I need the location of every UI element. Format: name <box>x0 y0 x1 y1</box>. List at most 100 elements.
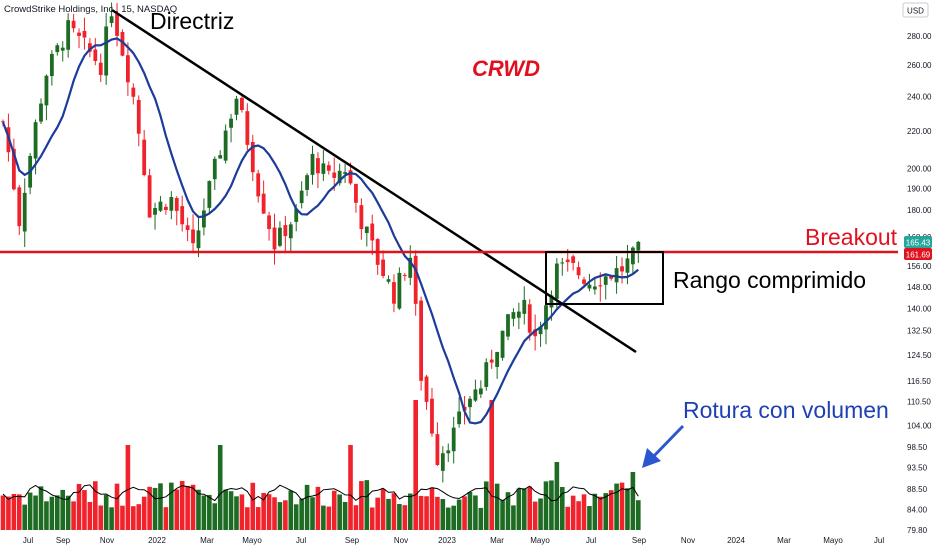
price-tick-label: 190.00 <box>907 185 932 194</box>
candle-body <box>158 201 163 211</box>
volume-bar <box>614 483 619 530</box>
volume-bar <box>120 505 125 530</box>
volume-ma-line <box>2 484 639 502</box>
volume-bar <box>44 501 49 530</box>
volume-bar <box>185 485 190 530</box>
candle-body <box>66 20 71 50</box>
candle-body <box>49 53 54 77</box>
breakout-label: Breakout <box>805 224 898 250</box>
candle-body <box>348 170 353 184</box>
volume-bar <box>424 496 429 530</box>
level-price-text: 161.69 <box>906 251 931 260</box>
time-tick-label: Mayo <box>530 536 550 545</box>
candle-body <box>321 163 326 174</box>
volume-bar <box>255 507 261 530</box>
time-tick-label: Mayo <box>242 536 262 545</box>
time-tick-label: 2023 <box>438 536 456 545</box>
candle-body <box>495 351 500 367</box>
volume-bar <box>315 486 321 530</box>
candle-body <box>223 130 228 161</box>
candle-body <box>457 411 462 425</box>
candle-body <box>592 286 597 290</box>
volume-bar <box>467 491 473 530</box>
time-tick-label: Nov <box>100 536 114 545</box>
candle-body <box>381 259 385 276</box>
candle-body <box>424 376 429 402</box>
volume-bar <box>527 486 533 530</box>
volume-bar <box>87 501 93 530</box>
candle-body <box>500 330 505 358</box>
candle-body <box>131 87 136 97</box>
time-tick-label: Mar <box>490 536 504 545</box>
volume-bar <box>38 486 44 530</box>
candle-body <box>288 224 293 239</box>
volume-bar <box>109 507 114 530</box>
candle-body <box>136 99 141 134</box>
candle-body <box>120 32 125 56</box>
candle-body <box>484 362 489 387</box>
price-tick-label: 220.00 <box>907 127 932 136</box>
candle-body <box>180 206 185 225</box>
candle-body <box>582 279 586 284</box>
currency-box[interactable] <box>902 2 929 18</box>
volume-bar <box>331 490 337 530</box>
price-tick-label: 110.50 <box>907 398 931 407</box>
candle-body <box>93 49 98 61</box>
candle-body <box>560 262 565 264</box>
symbol-header: CrowdStrike Holdings, Inc., 15, NASDAQ <box>4 4 177 15</box>
volume-bar <box>489 400 494 530</box>
volume-bar <box>174 489 180 530</box>
volume-bar <box>603 493 609 530</box>
time-tick-label: Mar <box>200 536 214 545</box>
candle-body <box>1 121 5 123</box>
volume-bar <box>190 484 196 530</box>
volume-bar <box>521 488 527 530</box>
volume-bar <box>581 494 587 530</box>
price-tick-label: 98.50 <box>907 443 928 452</box>
candle-body <box>359 205 364 230</box>
candle-body <box>234 98 239 115</box>
time-tick-label: Nov <box>394 536 408 545</box>
volume-bar <box>22 504 28 530</box>
volume-bar <box>65 495 71 530</box>
candle-body <box>343 172 347 174</box>
volume-bar <box>429 487 435 530</box>
candle-body <box>164 206 168 210</box>
candle-body <box>489 359 494 363</box>
volume-bar <box>543 481 549 530</box>
volume-bar <box>549 480 554 530</box>
price-tick-label: 124.50 <box>907 351 932 360</box>
candle-body <box>71 20 76 29</box>
candle-body <box>39 103 43 122</box>
volume-bar <box>630 472 636 530</box>
trendline <box>111 8 637 354</box>
candle-body <box>109 16 114 24</box>
currency-label: USD <box>907 7 924 16</box>
candle-body <box>104 26 109 76</box>
volume-bar <box>570 495 576 530</box>
candle-body <box>283 225 288 237</box>
candle-body <box>516 311 521 318</box>
volume-bar <box>554 462 560 530</box>
candle-body <box>614 268 619 283</box>
candle-body <box>609 276 614 279</box>
volume-bar <box>375 497 380 530</box>
volume-bar <box>386 498 391 530</box>
volume-bar <box>559 486 565 530</box>
time-tick-label: Sep <box>632 536 647 545</box>
volume-bar <box>598 496 603 530</box>
volume-bar <box>592 493 598 530</box>
volume-bar <box>93 481 98 530</box>
price-tick-label: 93.50 <box>907 463 928 472</box>
candle-body <box>256 173 261 197</box>
candle-body <box>506 314 510 337</box>
volume-bar <box>462 496 467 530</box>
candle-body <box>316 158 320 174</box>
candle-body <box>446 450 451 454</box>
candle-body <box>191 229 195 244</box>
time-tick-label: 2024 <box>727 536 745 545</box>
volume-bar <box>413 400 418 530</box>
volume-bar <box>223 489 228 530</box>
time-tick-label: Sep <box>56 536 71 545</box>
volume-bar <box>478 507 484 530</box>
